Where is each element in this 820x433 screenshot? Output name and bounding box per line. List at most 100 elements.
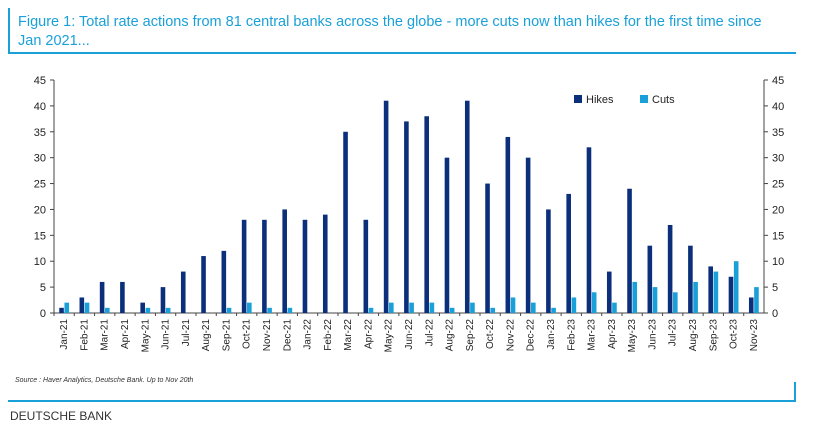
y-tick-label-left: 40: [34, 101, 46, 113]
hikes-bar: [748, 297, 754, 313]
cuts-bar: [449, 307, 455, 313]
cuts-bar: [247, 302, 252, 313]
hikes-bar: [120, 281, 125, 313]
cuts-bar: [612, 302, 617, 313]
x-tick-label: Mar-22: [343, 319, 354, 351]
y-tick-label-right: 0: [772, 308, 778, 320]
y-tick-label-right: 45: [772, 75, 784, 87]
x-tick-label: Jun-21: [161, 319, 172, 350]
x-tick-label: Oct-21: [242, 319, 253, 349]
x-tick-label: Apr-21: [120, 319, 131, 349]
title-box: Figure 1: Total rate actions from 81 cen…: [8, 8, 796, 54]
x-tick-label: Apr-22: [363, 319, 374, 349]
hikes-bar: [444, 157, 450, 313]
hikes-bar: [647, 245, 653, 313]
legend-hikes-swatch: [574, 95, 582, 103]
x-tick-label: May-23: [627, 319, 638, 353]
cuts-bar: [470, 302, 475, 313]
cuts-bar: [490, 307, 496, 313]
x-tick-label: Dec-21: [282, 319, 293, 352]
cuts-bar: [145, 307, 151, 313]
cuts-bar: [84, 302, 90, 313]
x-tick-label: Aug-22: [445, 319, 456, 352]
x-tick-label: Aug-21: [201, 319, 212, 352]
x-tick-label: Apr-23: [607, 319, 618, 349]
hikes-bar: [99, 281, 105, 313]
x-tick-label: Nov-22: [505, 319, 516, 352]
x-tick-label: Nov-23: [749, 319, 760, 352]
cuts-bar: [64, 302, 70, 313]
x-tick-label: Jun-23: [647, 319, 658, 350]
y-tick-label-right: 15: [772, 230, 784, 242]
hikes-bar: [667, 224, 673, 313]
cuts-bar: [652, 287, 658, 313]
y-tick-label-left: 45: [34, 75, 46, 87]
credit-label: DEUTSCHE BANK: [10, 409, 113, 423]
legend-cuts-swatch: [640, 95, 648, 103]
chart-title: Figure 1: Total rate actions from 81 cen…: [18, 14, 762, 49]
cuts-bar: [591, 292, 597, 313]
x-tick-label: Sep-23: [708, 319, 719, 352]
y-tick-label-left: 35: [34, 127, 46, 139]
cuts-bar: [267, 307, 272, 313]
y-tick-label-right: 10: [772, 256, 784, 268]
cuts-bar: [754, 287, 759, 313]
hikes-bar: [59, 307, 64, 313]
hikes-bar: [180, 271, 186, 313]
cuts-bar: [713, 271, 719, 313]
hikes-bar: [404, 121, 409, 313]
hikes-bar: [241, 219, 247, 313]
y-tick-label-left: 5: [40, 282, 46, 294]
y-tick-label-right: 35: [772, 127, 784, 139]
cuts-bar: [531, 302, 536, 313]
cuts-bar: [226, 307, 232, 313]
hikes-bar: [505, 136, 511, 313]
x-tick-label: Jan-22: [303, 319, 314, 350]
hikes-bar: [586, 147, 592, 313]
x-tick-label: Feb-23: [566, 319, 577, 351]
bottom-rule: [8, 382, 796, 402]
legend-cuts-label: Cuts: [652, 94, 675, 106]
x-tick-label: Jun-22: [404, 319, 415, 350]
hikes-bar: [343, 131, 348, 313]
hikes-bar: [688, 245, 693, 313]
cuts-bar: [409, 302, 414, 313]
cuts-bar: [510, 297, 516, 313]
cuts-bar: [571, 297, 577, 313]
y-tick-label-right: 5: [772, 282, 778, 294]
x-tick-label: Sep-22: [465, 319, 476, 352]
figure-frame: Figure 1: Total rate actions from 81 cen…: [8, 8, 802, 402]
cuts-bar: [693, 281, 698, 313]
x-tick-label: Sep-21: [221, 319, 232, 352]
hikes-bar: [525, 157, 531, 313]
hikes-bar: [160, 287, 166, 313]
hikes-bar: [201, 256, 206, 313]
y-tick-label-left: 10: [34, 256, 46, 268]
x-tick-label: Jul-22: [424, 319, 435, 347]
y-tick-label-right: 20: [772, 204, 784, 216]
y-tick-label-left: 25: [34, 179, 46, 191]
hikes-bar: [546, 209, 551, 313]
hikes-bar: [708, 266, 713, 313]
hikes-bar: [485, 183, 490, 313]
cuts-bar: [733, 261, 739, 313]
hikes-bar: [363, 219, 369, 313]
hikes-bar: [383, 100, 389, 313]
x-tick-label: Jan-21: [59, 319, 70, 350]
x-tick-label: May-21: [140, 319, 151, 353]
hikes-bar: [79, 297, 85, 313]
x-tick-label: Feb-22: [323, 319, 334, 351]
hikes-bar: [464, 100, 470, 313]
cuts-bar: [632, 281, 638, 313]
hikes-bar: [606, 271, 612, 313]
x-tick-label: Mar-21: [100, 319, 111, 351]
cuts-bar: [429, 302, 435, 313]
hikes-bar: [424, 116, 429, 313]
hikes-bar: [282, 209, 287, 313]
legend-hikes-label: Hikes: [586, 94, 614, 106]
hikes-bar: [627, 188, 632, 313]
source-note: Source : Haver Analytics, Deutsche Bank.…: [15, 377, 194, 384]
x-tick-label: Nov-21: [262, 319, 273, 352]
x-tick-label: Dec-22: [526, 319, 537, 352]
y-tick-label-left: 15: [34, 230, 46, 242]
